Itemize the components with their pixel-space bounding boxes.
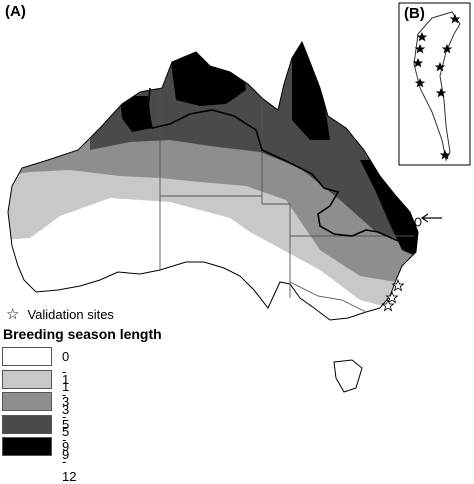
location-arrow — [414, 213, 442, 227]
legend-label: 0 - 1 — [62, 349, 70, 394]
map-figure — [7, 2, 471, 393]
inset-site-star — [434, 62, 446, 72]
inset-site-star — [439, 150, 451, 160]
validation-site-star — [381, 298, 395, 312]
legend-swatch — [2, 369, 52, 389]
nsw-vic-border — [289, 281, 367, 313]
validation-sites-legend: ☆ Validation sites — [6, 307, 114, 322]
australia-outline — [7, 40, 419, 321]
legend-swatch — [2, 347, 52, 366]
inset-site-star — [435, 88, 447, 98]
star-outline-icon: ☆ — [6, 306, 20, 323]
inset-site-star — [449, 14, 461, 24]
inset-site-star — [441, 44, 453, 54]
zone-9-12-kimberley — [120, 96, 152, 132]
inset-site-star — [416, 32, 428, 42]
validation-sites-label: Validation sites — [27, 307, 114, 322]
study-boundary-line — [147, 87, 417, 245]
legend-label: 3 - 5 — [62, 394, 70, 439]
legend-label: 1 - 3 — [62, 371, 70, 417]
tasmania — [333, 359, 363, 393]
validation-site-star — [391, 278, 405, 292]
validation-sites — [381, 278, 405, 312]
validation-site-star — [385, 290, 399, 304]
legend-swatch — [2, 437, 52, 456]
legend-label: 9 - 12 — [62, 439, 77, 484]
zone-9-12-cape-york — [292, 42, 330, 140]
zone-9-12-top-end — [168, 42, 246, 106]
inset-site-star — [412, 58, 424, 68]
panel-a-label: (A) — [5, 3, 26, 20]
inset-site-star — [414, 44, 426, 54]
inset-validation-sites — [412, 14, 461, 160]
legend-swatch — [2, 392, 52, 411]
legend-title: Breeding season length — [3, 326, 162, 342]
inset-site-star — [414, 78, 426, 88]
panel-b-label: (B) — [404, 5, 425, 22]
legend-swatch — [2, 414, 52, 434]
